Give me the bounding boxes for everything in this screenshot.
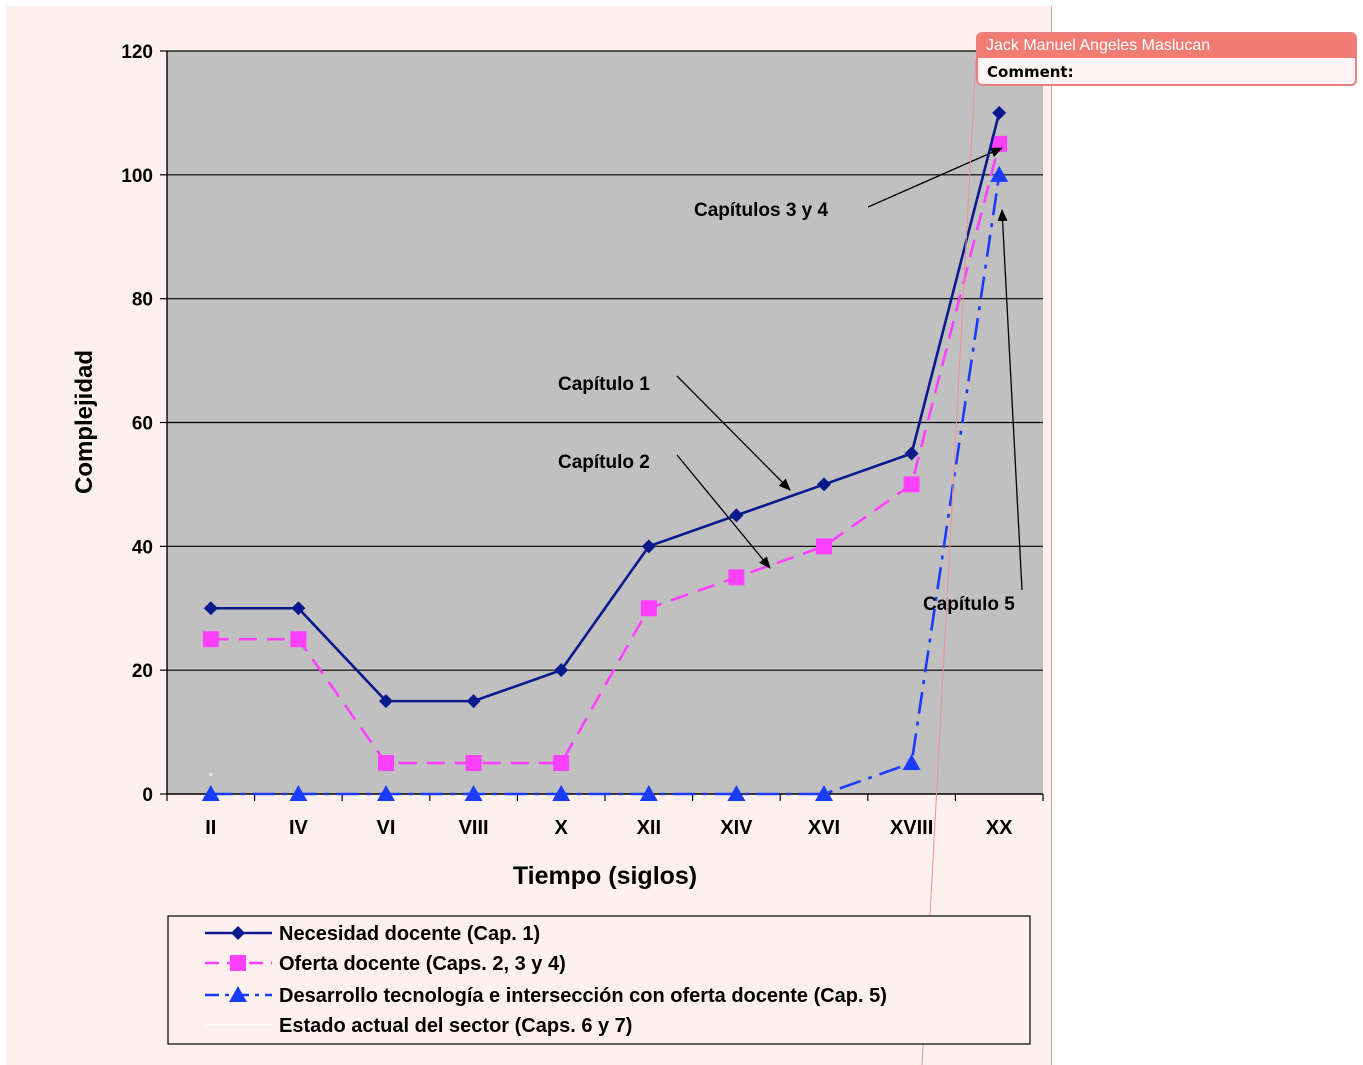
data-point: [553, 755, 570, 772]
data-point: [464, 785, 483, 801]
annotation-arrow-caps-3-4: [867, 147, 1003, 208]
annotations: Capítulos 3 y 4 Capítulo 1 Capítulo 2 Ca…: [558, 147, 1023, 615]
data-point: [291, 601, 306, 616]
annotation-arrow-cap-5: [997, 209, 1023, 591]
x-tick-label: XIV: [720, 817, 753, 839]
comment-label: Comment:: [987, 63, 1074, 81]
y-tick-label: 120: [121, 42, 153, 63]
legend-label: Necesidad docente (Cap. 1): [279, 923, 540, 945]
data-point: [379, 694, 393, 709]
series-0: [203, 105, 1007, 709]
data-point: [641, 539, 656, 554]
y-tick-labels: 0 20 40 60 80 100 120: [121, 42, 153, 806]
x-tick-labels: II IV VI VIII X XII XIV XVI XVIII XX: [205, 817, 1013, 839]
annotation-caps-3-4: Capítulos 3 y 4: [694, 200, 829, 221]
x-tick-label: XVIII: [890, 817, 933, 839]
annotation-arrow-cap-2: [676, 454, 771, 569]
x-tick-label: XII: [637, 817, 661, 839]
data-point: [728, 569, 745, 586]
data-point: [904, 446, 919, 461]
comment-connector-line: [921, 57, 977, 1065]
legend-label: Oferta docente (Caps. 2, 3 y 4): [279, 953, 566, 975]
series-3: *: [209, 771, 213, 782]
y-tick-label: 80: [132, 290, 153, 311]
data-point: [903, 476, 920, 493]
data-point: [992, 105, 1007, 120]
data-point: [639, 785, 658, 801]
x-tick-label: XX: [986, 817, 1013, 839]
data-point: [377, 785, 395, 801]
data-point: *: [209, 771, 213, 782]
data-point: [816, 538, 832, 555]
annotation-cap-5: Capítulo 5: [923, 594, 1015, 615]
x-axis-title: Tiempo (siglos): [513, 862, 697, 890]
legend-label: Desarrollo tecnología e intersección con…: [279, 985, 887, 1007]
annotation-cap-2: Capítulo 2: [558, 452, 650, 473]
data-point: [727, 785, 746, 801]
y-tick-label: 100: [121, 166, 153, 187]
series-2: [201, 165, 1009, 801]
y-tick-label: 0: [142, 785, 153, 806]
data-point: [817, 477, 831, 492]
data-point: [990, 165, 1009, 182]
y-tick-label: 60: [132, 414, 153, 435]
annotation-cap-1: Capítulo 1: [558, 374, 650, 395]
data-point: [465, 755, 482, 772]
legend-marker: [229, 986, 247, 1002]
data-point: [729, 508, 744, 523]
x-tick-label: VIII: [459, 817, 489, 839]
x-tick-label: VI: [377, 817, 396, 839]
data-point: [552, 785, 571, 801]
data-point: [902, 754, 921, 771]
annotation-arrow-cap-1: [676, 375, 791, 491]
x-tick-label: II: [205, 817, 216, 839]
legend-label: Estado actual del sector (Caps. 6 y 7): [279, 1015, 632, 1037]
y-tick-label: 20: [132, 661, 153, 682]
data-point: [815, 785, 833, 801]
x-tick-label: X: [555, 817, 569, 839]
data-point: [289, 785, 308, 801]
data-point: [640, 600, 657, 617]
x-tick-label: IV: [289, 817, 309, 839]
legend-marker: [230, 955, 246, 971]
legend-marker: [231, 926, 245, 940]
comment-box[interactable]: Jack Manuel Angeles Maslucan Comment:: [976, 32, 1357, 86]
gridlines: [167, 50, 1043, 671]
series-line: [210, 112, 1001, 703]
series-layer: *: [201, 105, 1009, 801]
x-tick-label: XVI: [808, 817, 840, 839]
data-point: [554, 663, 569, 678]
legend: Necesidad docente (Cap. 1) Oferta docente…: [167, 915, 1031, 1045]
legend-box: [167, 915, 1031, 1045]
y-axis-title: Complejidad: [71, 350, 98, 494]
data-point: [203, 601, 218, 616]
data-point: [202, 631, 219, 648]
data-point: [201, 785, 220, 801]
data-point: [466, 694, 481, 709]
comment-author: Jack Manuel Angeles Maslucan: [978, 34, 1355, 58]
data-point: [378, 755, 394, 772]
y-tick-label: 40: [132, 537, 153, 558]
series-1: [202, 135, 1008, 772]
series-line: [210, 174, 1001, 796]
data-point: [290, 631, 307, 648]
